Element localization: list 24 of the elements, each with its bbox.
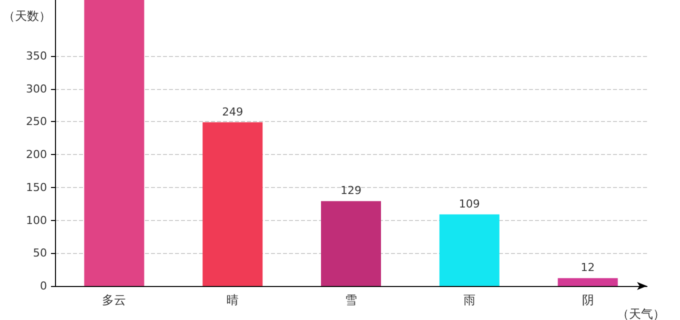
bar [558, 278, 618, 286]
x-tick-label: 阴 [582, 293, 594, 307]
y-tick-label: 350 [26, 49, 47, 62]
y-axis-title: （天数） [3, 9, 51, 23]
y-tick-label: 300 [26, 82, 47, 96]
y-tick-label: 50 [33, 246, 47, 260]
y-tick-label: 100 [26, 214, 47, 227]
data-label: 249 [222, 105, 244, 118]
bar [321, 201, 381, 286]
x-tick-label: 多云 [102, 293, 126, 307]
bar [439, 214, 500, 286]
y-tick-label: 150 [26, 180, 47, 194]
y-tick-label: 250 [26, 115, 47, 128]
x-tick-label: 雨 [463, 293, 476, 307]
x-tick-label: 晴 [226, 293, 239, 307]
x-axis-title: （天气） [617, 307, 665, 320]
data-label: 129 [340, 184, 362, 198]
data-label: 12 [580, 261, 595, 274]
bar [202, 122, 263, 286]
x-tick-label: 雪 [345, 293, 357, 307]
data-label: 109 [458, 197, 480, 210]
y-tick-label: 0 [40, 280, 47, 292]
bar [84, 0, 144, 286]
y-tick-label: 200 [26, 148, 47, 162]
